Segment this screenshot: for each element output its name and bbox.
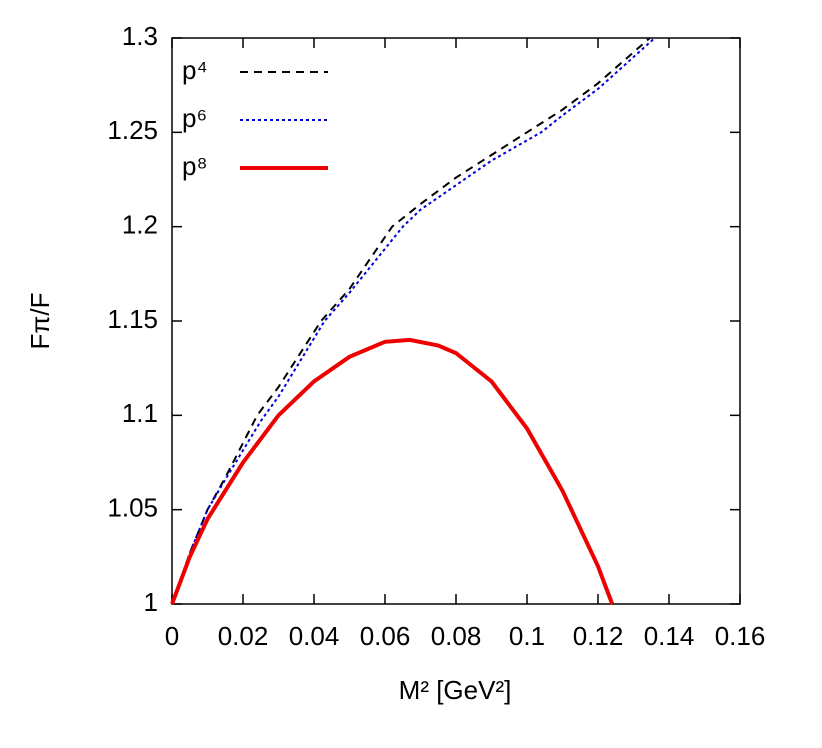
legend-label: p⁶ (182, 103, 207, 133)
y-tick-label: 1.1 (122, 398, 158, 428)
x-tick-label: 0.04 (289, 621, 340, 651)
series-line (171, 37, 656, 605)
x-tick-label: 0.08 (431, 621, 482, 651)
y-tick-label: 1 (144, 587, 158, 617)
series-line (170, 337, 615, 605)
x-tick-label: 0.1 (509, 621, 545, 651)
legend-label: p⁴ (182, 55, 208, 85)
y-tick-label: 1.2 (122, 210, 158, 240)
series-line (171, 37, 651, 605)
y-axis-label: Fπ/F (25, 293, 55, 350)
y-tick-label: 1.15 (107, 304, 158, 334)
y-tick-label: 1.3 (122, 21, 158, 51)
x-tick-label: 0.06 (360, 621, 411, 651)
x-tick-label: 0.12 (573, 621, 624, 651)
x-tick-label: 0.16 (715, 621, 766, 651)
y-tick-label: 1.05 (107, 493, 158, 523)
plot-frame (171, 37, 741, 605)
x-tick-label: 0 (165, 621, 179, 651)
x-axis-label: M² [GeV²] (399, 675, 512, 705)
legend-label: p⁸ (182, 151, 207, 181)
x-tick-label: 0.14 (644, 621, 695, 651)
x-tick-label: 0.02 (218, 621, 269, 651)
y-tick-label: 1.25 (107, 115, 158, 145)
